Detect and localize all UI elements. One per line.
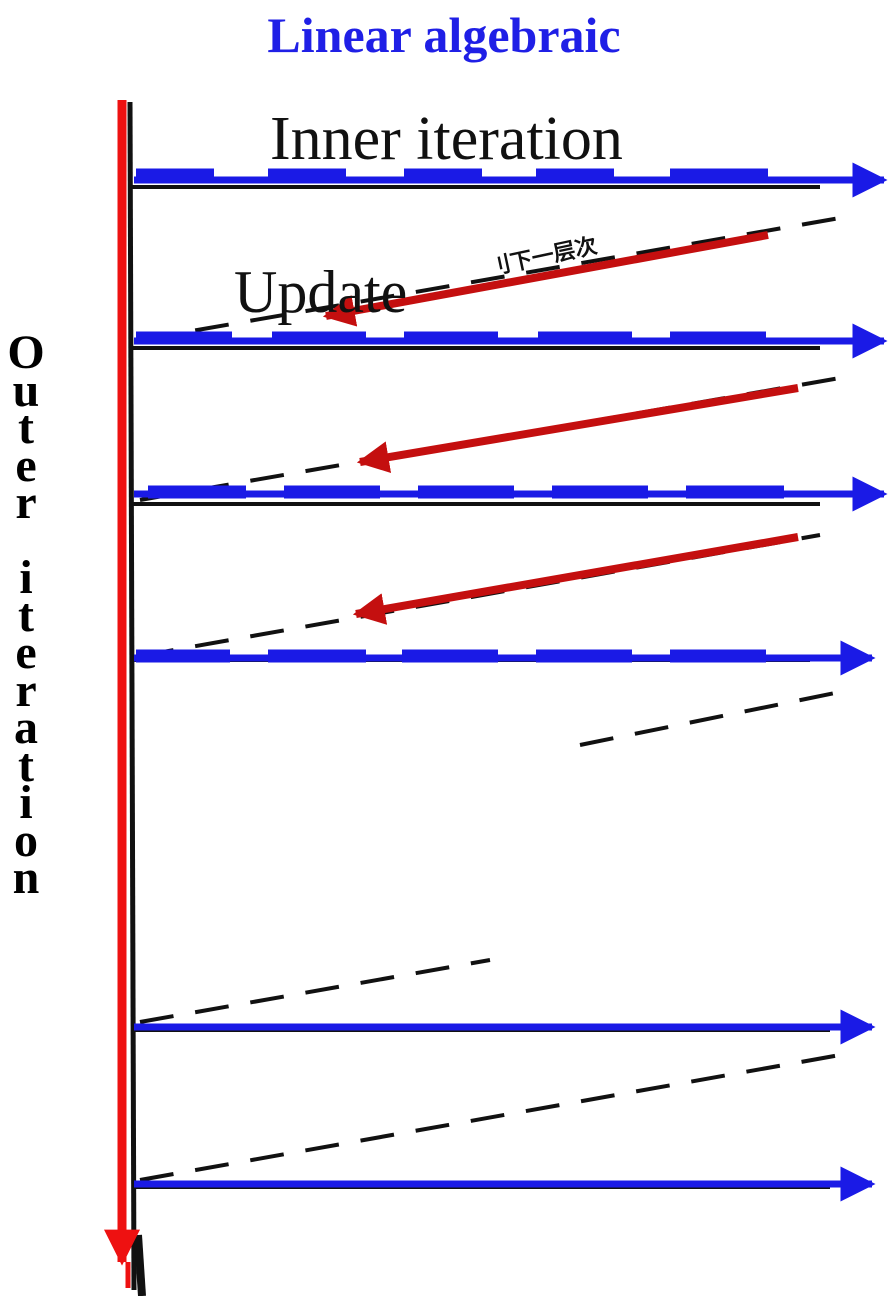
- update-arrow-2: [356, 384, 799, 473]
- outer-label-char: o: [14, 813, 38, 867]
- outer-label-char: u: [12, 363, 40, 417]
- outer-label-char: i: [19, 776, 33, 829]
- inner-dash-overlays: [136, 168, 784, 663]
- outer-label-char: i: [19, 551, 33, 604]
- outer-label-char: r: [15, 663, 37, 717]
- update-arrows: [322, 231, 799, 625]
- outer-label-char: t: [18, 401, 34, 454]
- outer-label-char: a: [14, 701, 38, 754]
- outer-label-char: e: [15, 438, 37, 492]
- outer-label-char: O: [7, 326, 45, 379]
- update-arrow-1: [322, 231, 769, 327]
- outer-label-char: t: [18, 588, 34, 642]
- scan-vertical-axis: [127, 101, 137, 1291]
- outer-label-char: e: [15, 626, 37, 679]
- diagram-title: Linear algebraic: [267, 7, 621, 63]
- inner-iteration-arrows: [134, 162, 888, 1202]
- update-label: Update: [234, 259, 408, 325]
- outer-label-char: r: [15, 476, 37, 529]
- update-arrow-3: [352, 533, 799, 625]
- inner-iteration-label: Inner iteration: [270, 105, 623, 173]
- outer-label-char: n: [12, 851, 40, 904]
- scan-axis-tail: [134, 1234, 146, 1296]
- scan-dashed-diagonals: [139, 216, 841, 1182]
- outer-label-char: t: [18, 738, 34, 792]
